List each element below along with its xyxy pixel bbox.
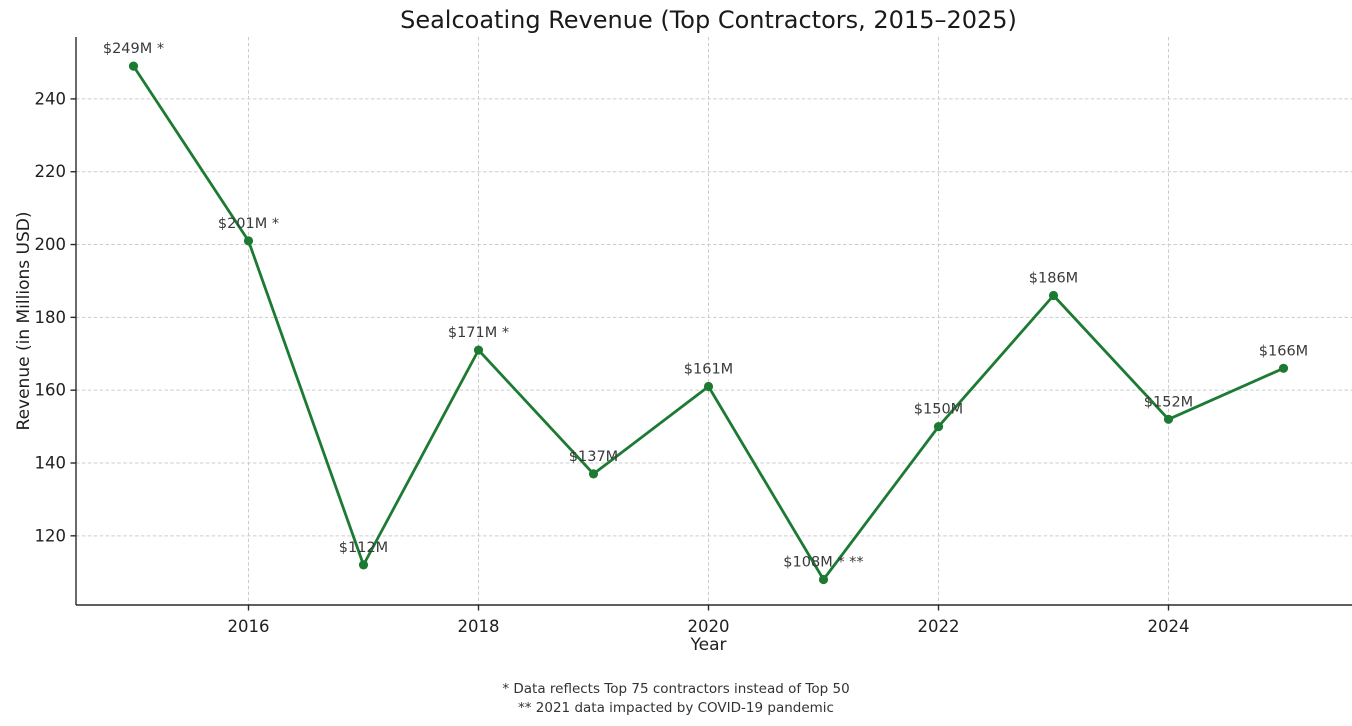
y-tick-label: 160	[35, 381, 67, 400]
data-point-label: $108M * **	[783, 555, 863, 571]
x-tick-label: 2022	[918, 617, 960, 636]
y-tick-label: 240	[35, 89, 67, 108]
data-point-label: $171M *	[448, 325, 509, 341]
data-point-marker	[243, 236, 254, 246]
data-point-marker	[588, 469, 599, 479]
data-point-label: $150M	[914, 402, 963, 418]
data-point-label: $112M	[339, 540, 388, 556]
y-tick-label: 200	[35, 235, 67, 254]
footnote-line: ** 2021 data impacted by COVID-19 pandem…	[518, 699, 834, 716]
data-point-marker	[1048, 290, 1059, 301]
data-point-marker	[703, 381, 714, 392]
x-tick-label: 2016	[228, 617, 270, 636]
data-point-label: $166M	[1259, 343, 1308, 359]
data-point-marker	[933, 422, 944, 432]
data-point-marker	[1278, 363, 1289, 373]
data-point-marker	[818, 574, 829, 585]
data-point-label: $249M *	[103, 41, 164, 57]
chart-title: Sealcoating Revenue (Top Contractors, 20…	[400, 6, 1017, 34]
data-point-label: $137M	[569, 449, 618, 465]
y-tick-label: 140	[35, 454, 67, 473]
x-axis-label: Year	[690, 635, 727, 655]
data-point-label: $161M	[684, 362, 733, 378]
y-tick-label: 180	[35, 308, 67, 327]
x-tick-label: 2024	[1148, 617, 1190, 636]
data-point-marker	[473, 345, 484, 355]
data-point-marker	[1163, 414, 1174, 424]
footnote-line: * Data reflects Top 75 contractors inste…	[502, 681, 850, 697]
data-point-marker	[128, 61, 139, 71]
x-tick-label: 2018	[458, 617, 500, 636]
data-point-label: $201M *	[218, 216, 279, 232]
data-point-label: $186M	[1029, 271, 1078, 287]
data-point-marker	[358, 560, 369, 570]
y-tick-label: 220	[35, 162, 67, 181]
x-tick-label: 2020	[688, 617, 730, 636]
footnotes: * Data reflects Top 75 contractors inste…	[0, 680, 1352, 717]
y-tick-label: 120	[35, 526, 67, 545]
data-point-label: $152M	[1144, 394, 1193, 410]
